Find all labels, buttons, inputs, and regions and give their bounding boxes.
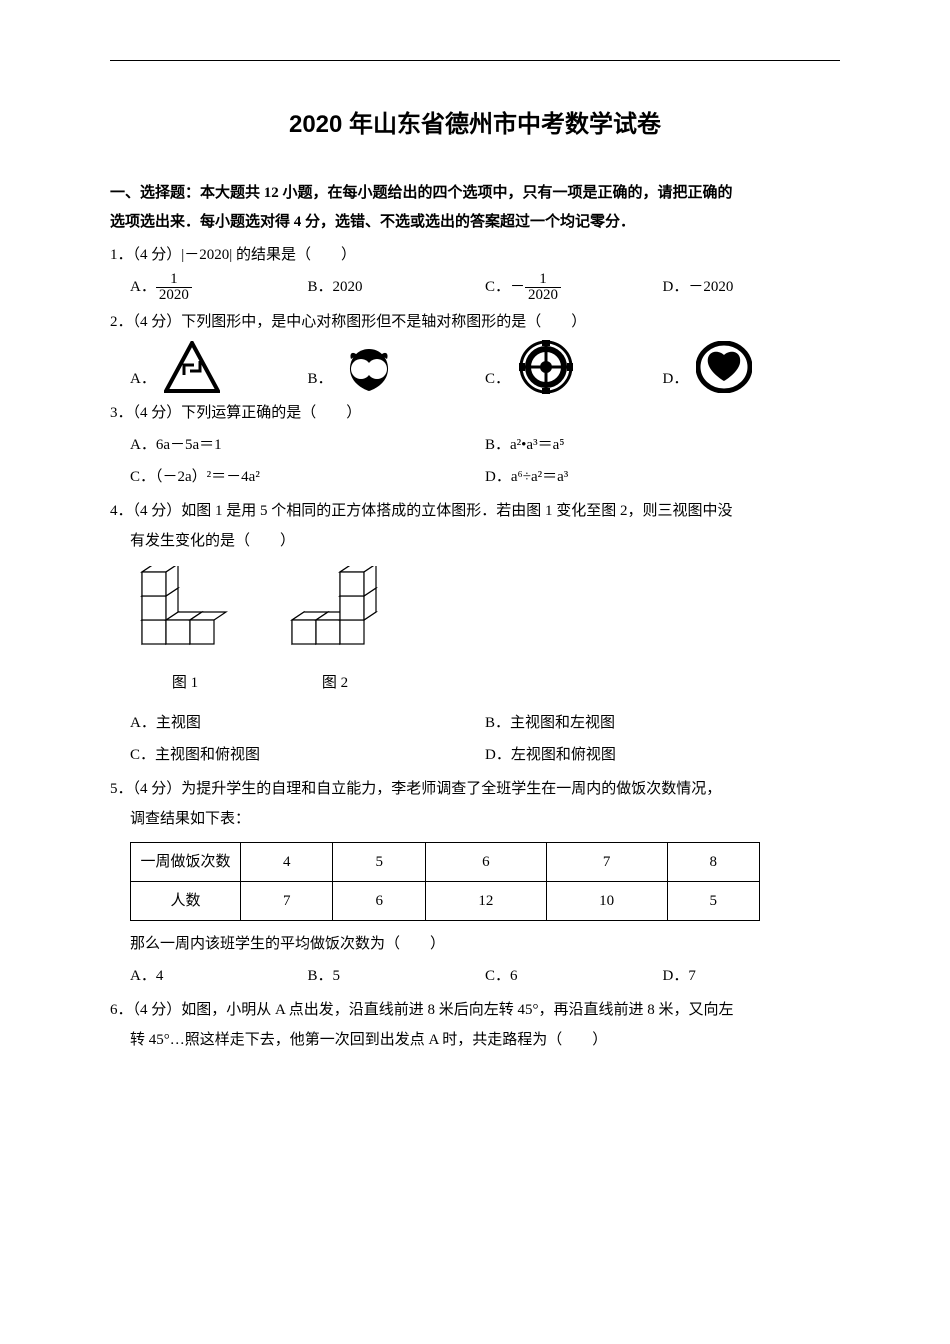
top-divider <box>110 60 840 61</box>
question-3: 3．（4 分）下列运算正确的是（ ） A．6a－5a＝1 B．a²•a³＝a⁵ … <box>110 398 840 492</box>
section-header-line2: 选项选出来．每小题选对得 4 分，选错、不选或选出的答案超过一个均记零分． <box>110 214 635 230</box>
q4-figure-1: 图 1 <box>130 566 240 698</box>
q5-opt-b: B．5 <box>308 961 486 991</box>
q2-opt-a: A． <box>130 339 308 394</box>
q5-td-4: 10 <box>546 882 667 921</box>
q5-th-0: 一周做饭次数 <box>131 843 241 882</box>
question-2: 2．（4 分）下列图形中，是中心对称图形但不是轴对称图形的是（ ） A． B． <box>110 307 840 394</box>
q4-opt-a: A．主视图 <box>130 708 485 738</box>
q6-stem-line1: 6．（4 分）如图，小明从 A 点出发，沿直线前进 8 米后向左转 45°，再沿… <box>110 995 840 1025</box>
q2-opt-d: D． <box>663 339 841 394</box>
table-row: 人数 7 6 12 10 5 <box>131 882 760 921</box>
q2-shape-b-icon <box>339 339 399 394</box>
q3-opt-c: C．（－2a）²＝－4a² <box>130 462 485 492</box>
q5-opt-a: A．4 <box>130 961 308 991</box>
q4-stem-line2: 有发生变化的是（ ） <box>130 526 840 556</box>
q5-opt-c: C．6 <box>485 961 663 991</box>
q5-td-2: 6 <box>333 882 425 921</box>
q5-after-table: 那么一周内该班学生的平均做饭次数为（ ） <box>130 929 840 959</box>
q5-th-2: 5 <box>333 843 425 882</box>
q4-opt-d: D．左视图和俯视图 <box>485 740 840 770</box>
question-6: 6．（4 分）如图，小明从 A 点出发，沿直线前进 8 米后向左转 45°，再沿… <box>110 995 840 1055</box>
q3-stem: 3．（4 分）下列运算正确的是（ ） <box>110 398 840 428</box>
q2-shape-d-icon <box>694 339 754 394</box>
q3-opt-d: D．a⁶÷a²＝a³ <box>485 462 840 492</box>
q4-fig2-label: 图 2 <box>280 668 390 698</box>
q4-opt-c: C．主视图和俯视图 <box>130 740 485 770</box>
q5-td-3: 12 <box>425 882 546 921</box>
page-title: 2020 年山东省德州市中考数学试卷 <box>110 101 840 149</box>
q6-stem-line2: 转 45°…照这样走下去，他第一次回到出发点 A 时，共走路程为（ ） <box>130 1025 840 1055</box>
q5-th-3: 6 <box>425 843 546 882</box>
q2-opt-b: B． <box>308 339 486 394</box>
q3-opt-a: A．6a－5a＝1 <box>130 430 485 460</box>
q4-stem-line1: 4．（4 分）如图 1 是用 5 个相同的正方体搭成的立体图形．若由图 1 变化… <box>110 496 840 526</box>
cube-fig2-icon <box>280 566 390 651</box>
section-header: 一、选择题：本大题共 12 小题，在每小题给出的四个选项中，只有一项是正确的，请… <box>110 179 840 236</box>
q5-td-1: 7 <box>241 882 333 921</box>
cube-fig1-icon <box>130 566 240 651</box>
section-header-line1: 一、选择题：本大题共 12 小题，在每小题给出的四个选项中，只有一项是正确的，请… <box>110 185 733 201</box>
q5-stem-line2: 调查结果如下表： <box>130 804 840 834</box>
q2-shape-a-icon <box>162 339 222 394</box>
q1-opt-c: C．－12020 <box>485 272 663 303</box>
q2-stem: 2．（4 分）下列图形中，是中心对称图形但不是轴对称图形的是（ ） <box>110 307 840 337</box>
q2-shape-c-icon <box>516 339 576 394</box>
q1-opt-a: A．12020 <box>130 272 308 303</box>
q4-figure-2: 图 2 <box>280 566 390 698</box>
q5-opt-d: D．7 <box>663 961 841 991</box>
q5-th-1: 4 <box>241 843 333 882</box>
q5-td-0: 人数 <box>131 882 241 921</box>
q5-td-5: 5 <box>667 882 760 921</box>
q5-data-table: 一周做饭次数 4 5 6 7 8 人数 7 6 12 10 5 <box>130 842 760 921</box>
question-4: 4．（4 分）如图 1 是用 5 个相同的正方体搭成的立体图形．若由图 1 变化… <box>110 496 840 770</box>
question-5: 5．（4 分）为提升学生的自理和自立能力，李老师调查了全班学生在一周内的做饭次数… <box>110 774 840 991</box>
q5-th-5: 8 <box>667 843 760 882</box>
q5-th-4: 7 <box>546 843 667 882</box>
q1-opt-b: B．2020 <box>308 272 486 303</box>
table-row: 一周做饭次数 4 5 6 7 8 <box>131 843 760 882</box>
question-1: 1．（4 分）|－2020| 的结果是（ ） A．12020 B．2020 C．… <box>110 240 840 303</box>
q2-opt-c: C． <box>485 339 663 394</box>
q1-opt-d: D．－2020 <box>663 272 841 303</box>
q1-stem: 1．（4 分）|－2020| 的结果是（ ） <box>110 240 840 270</box>
q4-fig1-label: 图 1 <box>130 668 240 698</box>
q3-opt-b: B．a²•a³＝a⁵ <box>485 430 840 460</box>
q5-stem-line1: 5．（4 分）为提升学生的自理和自立能力，李老师调查了全班学生在一周内的做饭次数… <box>110 774 840 804</box>
q4-opt-b: B．主视图和左视图 <box>485 708 840 738</box>
